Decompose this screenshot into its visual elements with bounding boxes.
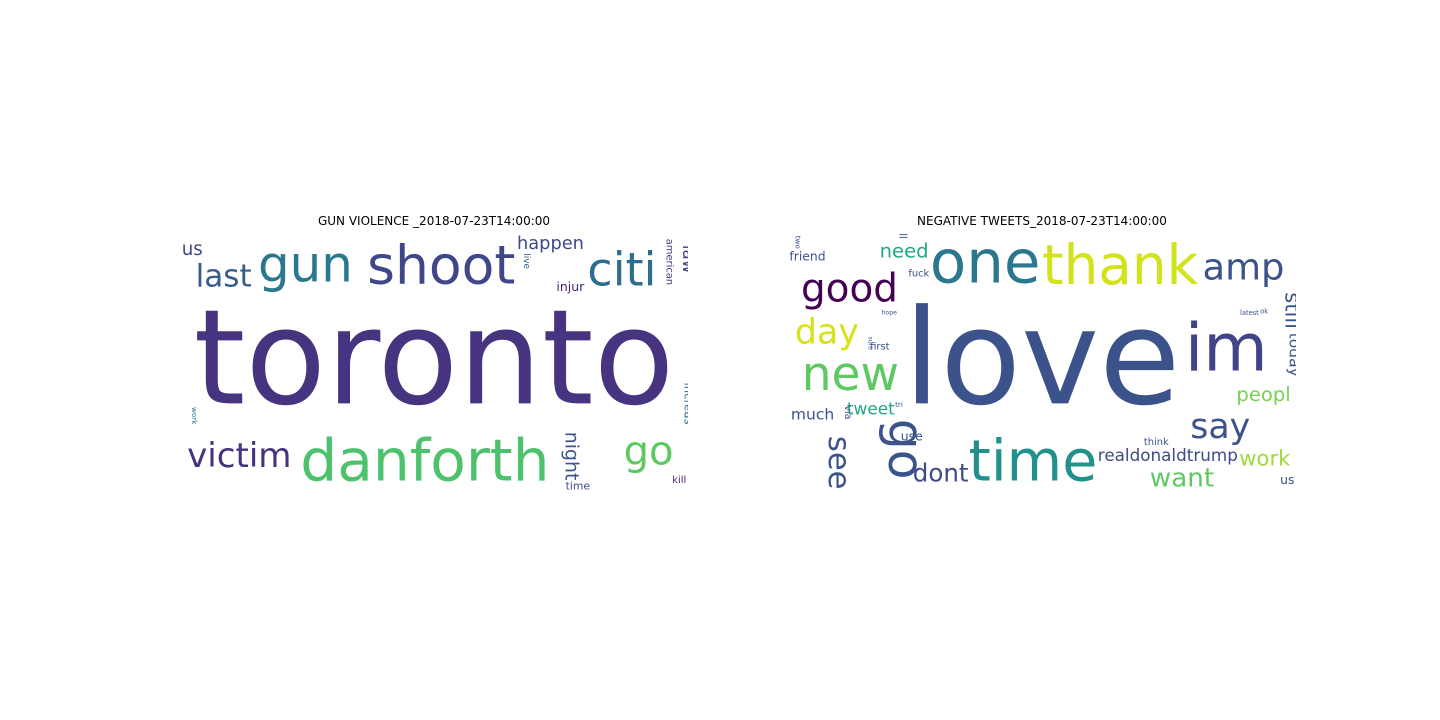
- word-love: love: [904, 281, 1181, 435]
- word-day: day: [795, 312, 859, 352]
- word-realdonaldtrump: realdonaldtrump: [1098, 445, 1238, 465]
- word-increas: increas: [681, 383, 688, 425]
- word-go: go: [624, 429, 674, 475]
- word-shoot: shoot: [367, 233, 515, 296]
- wordcloud-negative-tweets: love one time thank new im realdonaldtrump good…: [788, 232, 1296, 494]
- word-today: today: [1286, 333, 1296, 377]
- word-us: us: [182, 239, 203, 260]
- word-good: good: [801, 266, 898, 311]
- word-still: still: [1280, 292, 1296, 329]
- word-ok: ok: [1260, 308, 1268, 316]
- wordcloud-panel-negative-tweets: NEGATIVE TWEETS_2018-07-23T14:00:00 love…: [788, 212, 1296, 494]
- word-last: last: [196, 258, 252, 294]
- word-work: work: [190, 407, 199, 425]
- word-see: see: [821, 436, 856, 490]
- word-sure: sure: [866, 337, 873, 351]
- word-tri: tri: [895, 400, 903, 409]
- chart-title: GUN VIOLENCE _2018-07-23T14:00:00: [317, 214, 551, 228]
- word-new: new: [802, 347, 899, 402]
- word-much: much: [791, 406, 834, 424]
- word-work: work: [1239, 446, 1291, 471]
- word-fuck: fuck: [908, 269, 929, 280]
- chart-title: NEGATIVE TWEETS_2018-07-23T14:00:00: [917, 214, 1167, 228]
- word-us: us: [1280, 472, 1294, 487]
- word-american: american: [664, 239, 675, 285]
- wordcloud-panel-gun-violence: GUN VIOLENCE _2018-07-23T14:00:00 toront…: [180, 212, 688, 494]
- word-kill: kill: [672, 475, 686, 486]
- word-gun: gun: [258, 236, 353, 294]
- word-two: two: [794, 236, 803, 249]
- word-peopl: peopl: [1236, 383, 1290, 406]
- word-tweet: tweet: [847, 398, 895, 418]
- word-go: go: [877, 419, 933, 480]
- word-say: say: [1190, 407, 1250, 447]
- word-thank: thank: [1042, 233, 1199, 297]
- word-use: use: [901, 429, 923, 444]
- word-im: im: [1185, 309, 1268, 386]
- word-need: need: [880, 239, 929, 262]
- word-law: law: [679, 245, 688, 274]
- word-latest: latest: [1240, 309, 1259, 317]
- word-dont: dont: [913, 458, 969, 487]
- word-live: live: [521, 253, 531, 269]
- word-via: via: [842, 405, 853, 419]
- word-danforth: danforth: [300, 427, 549, 494]
- wordcloud-gun-violence: toronto danforth shoot gun citi victim go last n…: [180, 232, 688, 494]
- word-victim: victim: [187, 436, 291, 476]
- word-toronto: toronto: [194, 281, 675, 435]
- word-night: night: [561, 432, 583, 481]
- word-one: one: [930, 232, 1041, 297]
- word-injur: injur: [556, 279, 585, 294]
- word-want: want: [1150, 463, 1214, 493]
- word-time: time: [969, 428, 1098, 494]
- word-citi: citi: [587, 243, 656, 297]
- word-first: first: [870, 341, 889, 352]
- word-hope: hope: [882, 310, 898, 317]
- word-ll: ll: [897, 233, 909, 239]
- word-amp: amp: [1203, 245, 1285, 288]
- word-time: time: [566, 479, 591, 492]
- word-think: think: [1144, 437, 1169, 448]
- word-happen: happen: [517, 233, 584, 254]
- word-friend: friend: [789, 248, 825, 263]
